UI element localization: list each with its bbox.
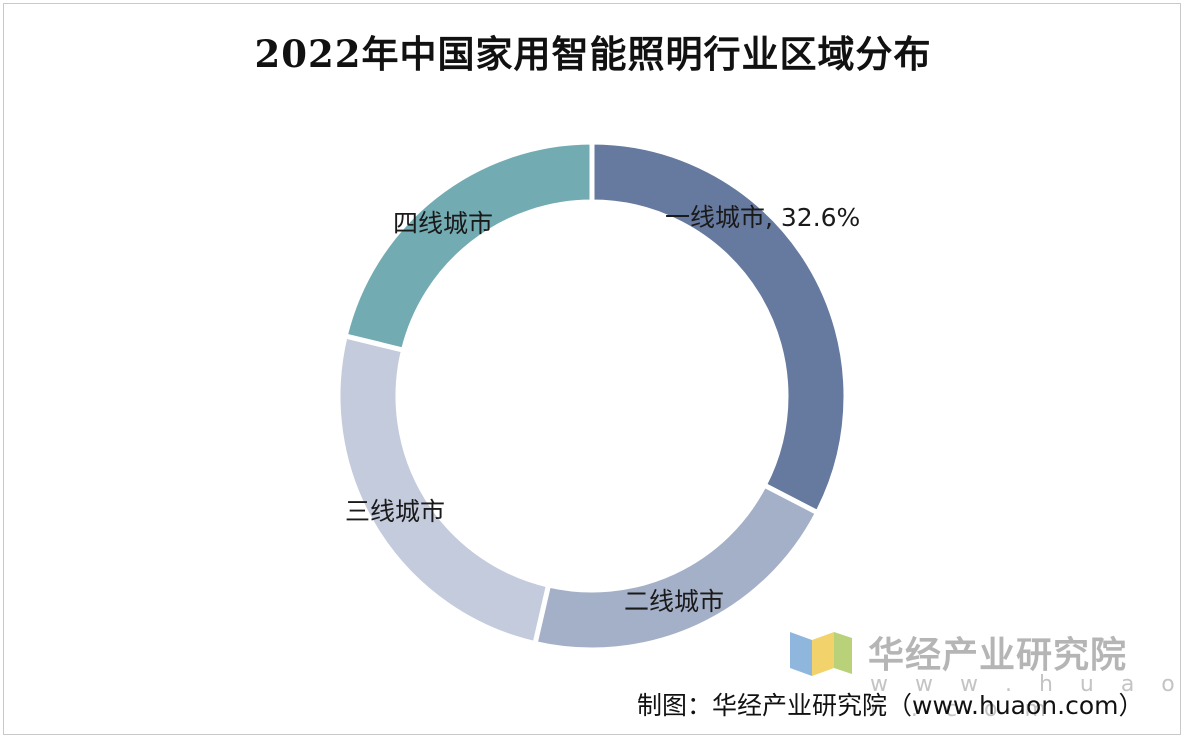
chart-title: 2022年中国家用智能照明行业区域分布 [254,32,932,76]
watermark-text: 华经产业研究院 [868,635,1128,676]
slice-label-2: 二线城市 [624,587,724,616]
donut-slice-2 [532,481,821,653]
chart-credit: 制图：华经产业研究院（www.huaon.com） [637,691,1144,720]
donut-slice-4 [342,139,595,354]
slice-label-3: 三线城市 [345,497,445,526]
watermark-url: w w w . h u a o n . c o m [870,672,1185,722]
slice-label-4: 四线城市 [393,209,493,238]
slice-label-1: 一线城市, 32.6% [665,203,860,232]
watermark-logo-icon [790,632,852,676]
donut-slice-3 [335,332,552,647]
donut-slice-1 [589,139,849,517]
